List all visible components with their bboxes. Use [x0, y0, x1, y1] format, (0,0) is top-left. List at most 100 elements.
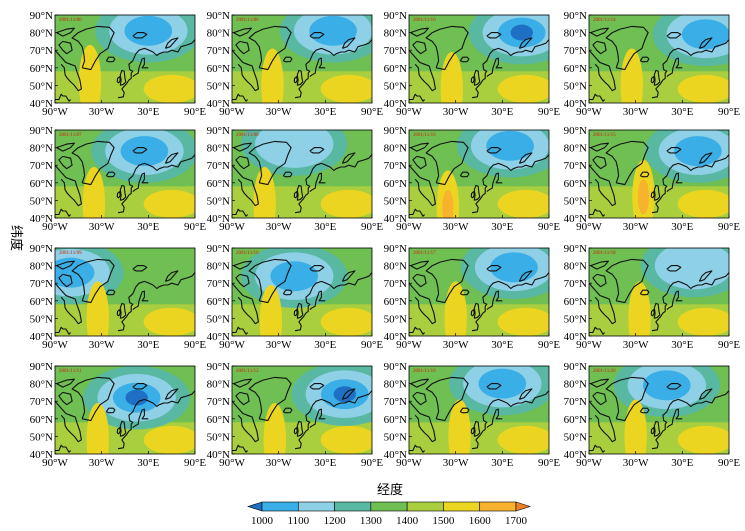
lat-tick-label: 90°N	[564, 10, 587, 22]
ridge-contour	[86, 281, 109, 336]
coastline	[117, 154, 195, 214]
field-band	[55, 248, 195, 259]
colorbar-tick-label: 1600	[469, 515, 492, 527]
coastline	[248, 258, 292, 304]
coastline	[409, 208, 426, 217]
coastline	[58, 391, 73, 406]
coastline	[459, 407, 470, 414]
lon-tick-label: 30°W	[623, 457, 649, 469]
ridge-contour	[261, 48, 284, 103]
lat-tick-label: 60°N	[384, 63, 407, 75]
lat-tick-label: 60°N	[30, 63, 53, 75]
coastline	[650, 76, 655, 84]
field-blob	[497, 307, 549, 336]
coastline	[518, 270, 533, 282]
lat-tick-label: 40°N	[30, 213, 53, 225]
coastline	[282, 171, 293, 178]
lon-tick-label: 90°E	[718, 339, 740, 351]
low-contour	[255, 130, 334, 168]
coastline	[341, 37, 356, 49]
panel-date-label: 2001/11/09	[59, 251, 82, 256]
coastline	[412, 391, 427, 406]
coastline	[486, 265, 502, 272]
lat-tick-label: 70°N	[207, 160, 230, 172]
lon-tick-label: 30°E	[671, 106, 693, 118]
coastline	[425, 140, 469, 186]
colorbar-tick-label: 1000	[251, 515, 274, 527]
lat-tick-label: 40°N	[30, 449, 53, 461]
panel-date-label: 2001/11/10	[413, 18, 436, 23]
coastline	[309, 147, 325, 154]
lat-tick-label: 90°N	[30, 361, 53, 373]
coastline	[639, 171, 650, 178]
coastlines	[55, 376, 195, 453]
field-blob	[143, 74, 195, 103]
coastline	[698, 37, 713, 49]
lat-tick-label: 40°N	[207, 449, 230, 461]
height-field	[232, 15, 372, 103]
low-contour	[654, 248, 729, 290]
lon-tick-label: 30°E	[671, 339, 693, 351]
coastlines	[409, 258, 549, 335]
coastline	[116, 76, 121, 84]
lat-tick-label: 60°N	[207, 63, 230, 75]
lat-tick-label: 90°N	[30, 243, 53, 255]
coastline	[232, 164, 259, 207]
coastlines	[409, 376, 549, 453]
coastline	[296, 420, 304, 437]
lat-tick-label: 50°N	[384, 80, 407, 92]
coastline	[282, 289, 293, 296]
coastline	[470, 309, 475, 317]
coastline	[409, 49, 436, 92]
coastline	[71, 258, 115, 304]
panel-frame	[231, 14, 373, 104]
lat-tick-label: 40°N	[564, 213, 587, 225]
lon-tick-label: 90°E	[538, 106, 560, 118]
colorbar-tick-label: 1100	[287, 515, 309, 527]
coastline	[232, 49, 259, 92]
panel-date-label: 2001/11/06	[236, 18, 259, 23]
coastline	[651, 39, 729, 99]
lat-tick-label: 80°N	[207, 379, 230, 391]
map-panel: 2001/11/11 90°N 80°N 70°N 60°N 50°N 40°N90°W 30…	[30, 361, 207, 469]
lat-tick-label: 50°N	[564, 431, 587, 443]
coastline	[653, 184, 661, 201]
lat-tick-label: 80°N	[30, 143, 53, 155]
coastline	[592, 273, 607, 288]
coastline	[651, 154, 729, 214]
coastline	[235, 273, 250, 288]
coastline	[164, 270, 179, 282]
lat-tick-label: 50°N	[207, 431, 230, 443]
lon-tick-label: 90°E	[361, 339, 383, 351]
lat-tick-label: 80°N	[207, 28, 230, 40]
coastline	[235, 155, 250, 170]
coastline	[592, 155, 607, 170]
lon-tick-label: 30°E	[671, 457, 693, 469]
lon-tick-label: 30°E	[314, 106, 336, 118]
lon-tick-label: 30°W	[266, 221, 292, 233]
panel-date-label: 2001/11/07	[59, 133, 82, 138]
coastlines	[409, 140, 549, 217]
coastline	[233, 27, 252, 37]
panel-frame	[54, 14, 196, 104]
coastline	[473, 184, 481, 201]
coastline	[592, 40, 607, 55]
coastline	[71, 376, 115, 422]
coastline	[590, 27, 609, 37]
lat-tick-label: 60°N	[564, 296, 587, 308]
panel-frame	[231, 129, 373, 219]
coastline	[233, 260, 252, 270]
lat-tick-label: 50°N	[564, 80, 587, 92]
coastline	[293, 309, 298, 317]
coastline	[698, 388, 713, 400]
lat-tick-label: 60°N	[30, 414, 53, 426]
coastline	[294, 39, 372, 99]
lat-tick-label: 60°N	[384, 178, 407, 190]
coastline	[653, 69, 661, 86]
lon-tick-label: 30°E	[491, 457, 513, 469]
lat-tick-label: 70°N	[384, 278, 407, 290]
field-blob	[143, 189, 195, 218]
coastlines	[232, 376, 372, 453]
coastlines	[232, 25, 372, 102]
colorbar-segment	[443, 501, 481, 512]
